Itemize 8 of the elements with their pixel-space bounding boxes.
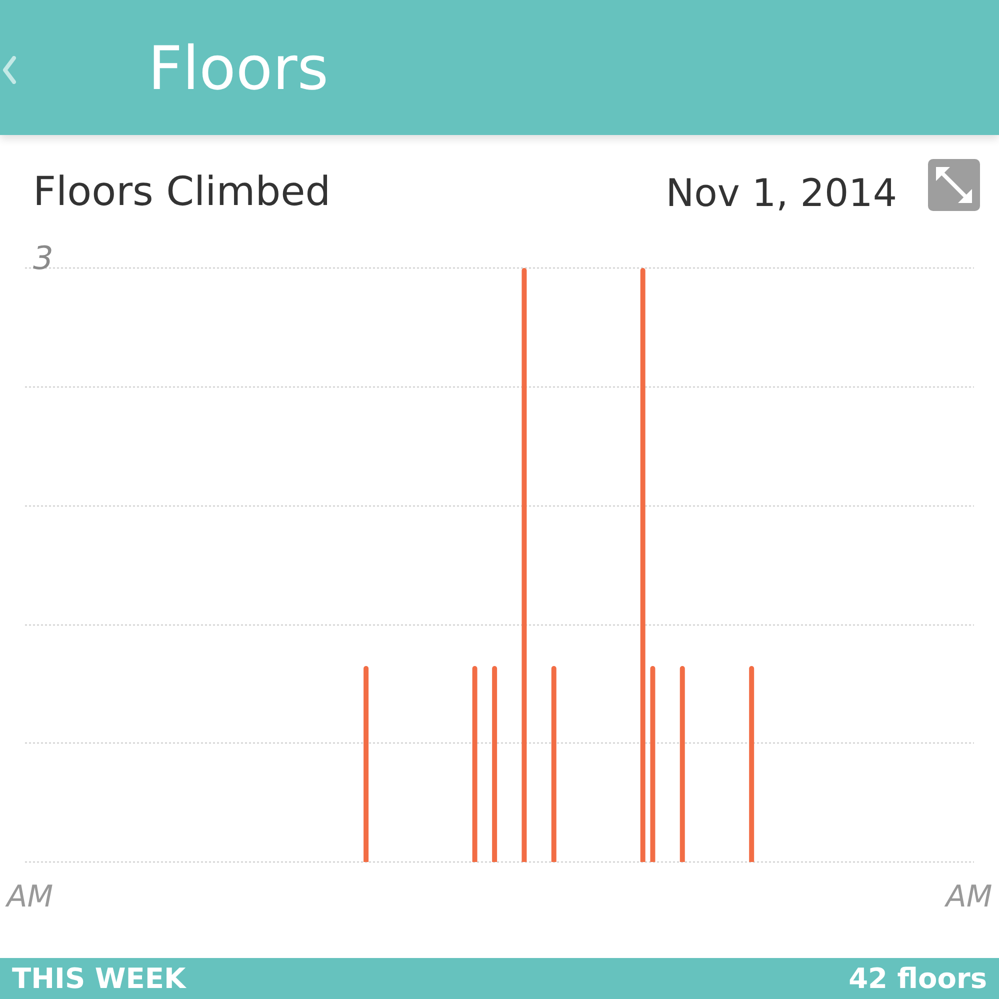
chart-subtitle: Nov 1, 2014 xyxy=(666,171,898,215)
text: 42 floors xyxy=(848,962,987,995)
x-tick-label: AM xyxy=(4,880,54,914)
chart-title: Floors Climbed xyxy=(33,169,331,215)
x-tick-label: AM xyxy=(944,880,992,914)
text: Floors xyxy=(148,34,329,104)
annotation: 3 xyxy=(33,239,54,277)
text: THIS WEEK xyxy=(12,962,186,995)
